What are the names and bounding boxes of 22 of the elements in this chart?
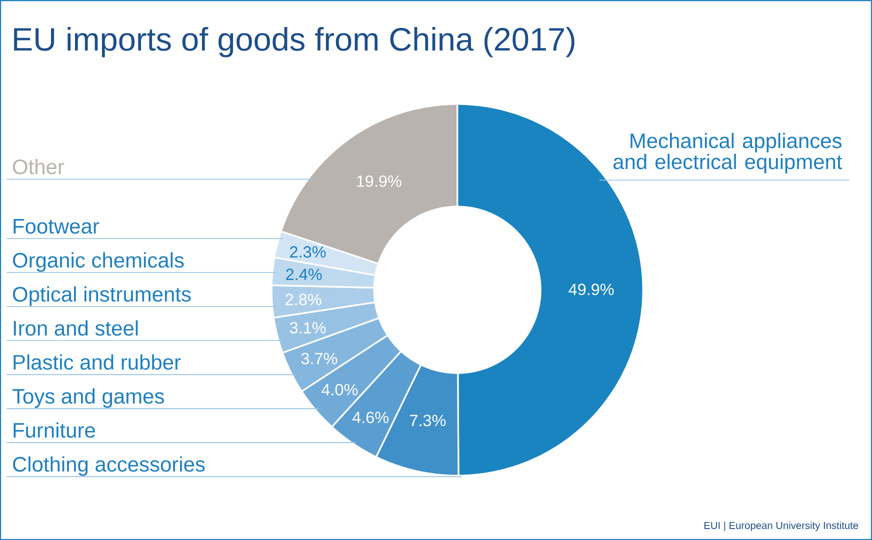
data-label: 3.1% [290,322,326,334]
slice-label: Furniture [14,422,95,438]
data-label: 3.7% [301,352,338,364]
slice-label: Iron and steel [14,320,138,336]
text: EUI | European University Institute [704,522,858,532]
slice-label: Organic chemicals [12,252,184,272]
data-label: 2.3% [290,246,326,258]
slice-label: Optical instruments [12,286,191,306]
slice-label: Mechanical appliances and electrical equipment [613,132,842,174]
slice-label: Toys and games [12,388,164,408]
data-label: 49.9% [568,284,614,296]
slice-label: Plastic and rubber [14,354,181,370]
data-label: 2.8% [286,294,322,306]
data-label: 19.9% [357,175,402,187]
data-label: 2.4% [286,268,322,280]
data-label: 7.3% [410,414,446,426]
data-label: 4.0% [322,384,358,396]
slice-label: Other [12,158,64,174]
chart-title: EU imports of goods from China (2017) [14,26,574,58]
data-label: 4.6% [352,412,389,424]
slice-label: Clothing accessories [13,456,205,476]
slice-label: Footwear [14,219,100,234]
